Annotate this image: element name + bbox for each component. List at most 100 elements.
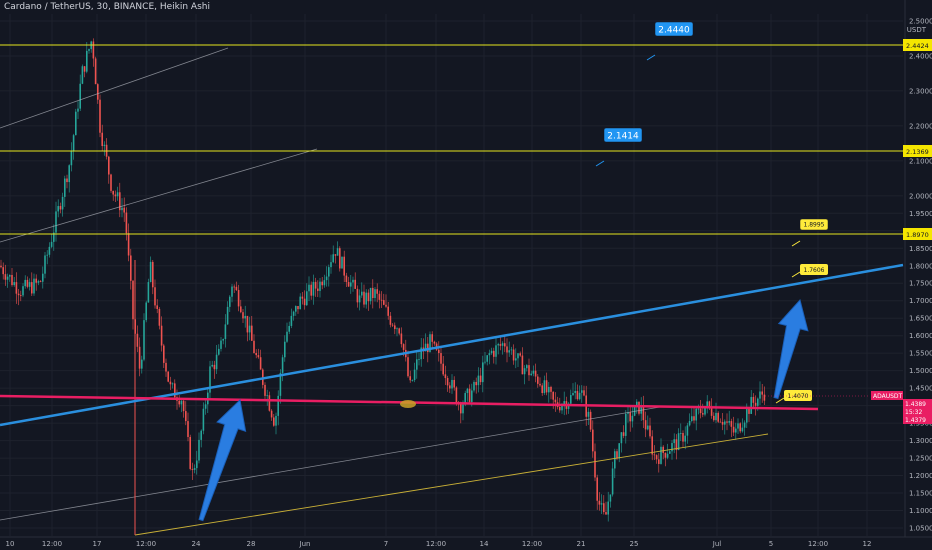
y-tick-label: 1.2500 bbox=[909, 455, 932, 463]
candle-body bbox=[660, 446, 662, 464]
y-tick-label: 1.7000 bbox=[909, 297, 932, 305]
candle-body bbox=[449, 385, 451, 389]
candle-body bbox=[675, 439, 678, 451]
candle-body bbox=[116, 192, 119, 197]
candle-body bbox=[277, 395, 279, 416]
candle-body bbox=[471, 390, 473, 402]
candle-body bbox=[323, 280, 326, 286]
chart-title: Cardano / TetherUS, 30, BINANCE, Heikin … bbox=[4, 2, 210, 12]
candle-body bbox=[616, 451, 618, 459]
candle-body bbox=[6, 276, 9, 280]
candle-body bbox=[77, 108, 79, 112]
candle-body bbox=[534, 370, 537, 377]
candle-body bbox=[510, 349, 513, 351]
candle-body bbox=[633, 405, 636, 416]
candle-body bbox=[246, 315, 249, 333]
currency-unit-label: USDT bbox=[906, 26, 926, 34]
candle-body bbox=[695, 408, 697, 421]
candle-body bbox=[444, 374, 447, 378]
candle-body bbox=[167, 371, 169, 382]
candle-body bbox=[451, 379, 453, 389]
candle-body bbox=[123, 207, 125, 213]
candle-body bbox=[303, 298, 306, 306]
candle-body bbox=[244, 315, 246, 319]
x-tick-label: 12 bbox=[863, 540, 872, 548]
x-tick-label: 5 bbox=[769, 540, 773, 548]
candle-body bbox=[559, 407, 561, 411]
candle-body bbox=[46, 254, 48, 256]
candle-body bbox=[479, 375, 482, 383]
candle-body bbox=[677, 433, 680, 451]
candle-body bbox=[281, 357, 284, 373]
candle-body bbox=[625, 413, 627, 436]
candle-body bbox=[20, 295, 22, 296]
candle-body bbox=[343, 256, 345, 276]
candle-body bbox=[484, 361, 486, 363]
candle-body bbox=[37, 281, 40, 283]
candle-body bbox=[224, 324, 227, 340]
candle-body bbox=[55, 211, 57, 233]
y-tick-label: 1.1000 bbox=[909, 507, 932, 515]
candle-body bbox=[477, 375, 480, 386]
candle-body bbox=[72, 135, 75, 152]
candle-body bbox=[103, 144, 106, 147]
candle-body bbox=[356, 288, 359, 303]
candle-body bbox=[416, 359, 418, 370]
candle-body bbox=[629, 412, 631, 422]
candle-body bbox=[636, 401, 638, 406]
candle-body bbox=[583, 390, 585, 396]
x-tick-label: 14 bbox=[480, 540, 489, 548]
y-tick-label: 1.4500 bbox=[909, 385, 932, 393]
candle-body bbox=[517, 353, 519, 359]
candles bbox=[0, 38, 766, 522]
candle-body bbox=[427, 343, 429, 353]
candle-body bbox=[229, 296, 231, 307]
candle-body bbox=[110, 174, 112, 191]
candle-body bbox=[680, 432, 682, 434]
candle-body bbox=[152, 261, 154, 288]
candle-body bbox=[638, 401, 640, 414]
candle-body bbox=[257, 355, 260, 358]
candle-body bbox=[202, 408, 205, 431]
touch-point-marker bbox=[400, 400, 416, 408]
candle-body bbox=[545, 380, 548, 393]
candle-body bbox=[671, 443, 673, 452]
trend-callout-label: 1.4070 bbox=[788, 393, 809, 400]
y-tick-label: 2.1000 bbox=[909, 157, 932, 165]
candle-body bbox=[143, 320, 145, 360]
candle-body bbox=[204, 404, 207, 409]
candle-body bbox=[312, 281, 315, 296]
candle-body bbox=[138, 346, 141, 369]
candle-body bbox=[521, 355, 524, 375]
candle-body bbox=[609, 494, 612, 502]
candle-body bbox=[598, 500, 601, 505]
candle-body bbox=[704, 405, 706, 415]
y-tick-label: 1.5000 bbox=[909, 367, 932, 375]
x-tick-label: 17 bbox=[93, 540, 102, 548]
candle-body bbox=[627, 412, 629, 414]
x-tick-label: 12:00 bbox=[426, 540, 446, 548]
candle-body bbox=[292, 311, 295, 316]
candle-body bbox=[53, 232, 55, 242]
price-tag-label: 1.4389 bbox=[905, 401, 926, 408]
candle-body bbox=[213, 364, 216, 370]
candle-body bbox=[314, 281, 317, 289]
candle-body bbox=[691, 416, 693, 421]
candle-body bbox=[97, 84, 99, 100]
level-price-label: 1.8970 bbox=[906, 231, 929, 239]
candle-body bbox=[708, 401, 711, 408]
candle-body bbox=[730, 421, 733, 427]
candle-body bbox=[581, 390, 583, 393]
candle-body bbox=[664, 452, 667, 458]
candle-body bbox=[504, 343, 506, 347]
candle-body bbox=[13, 282, 15, 286]
candle-body bbox=[248, 325, 251, 333]
level-callout-label: 2.4440 bbox=[658, 26, 690, 36]
candle-body bbox=[59, 206, 62, 210]
candle-body bbox=[495, 345, 497, 357]
candle-body bbox=[446, 377, 449, 386]
level-callout-label: 2.1414 bbox=[607, 132, 639, 142]
candle-body bbox=[387, 306, 389, 316]
candle-body bbox=[44, 255, 46, 274]
